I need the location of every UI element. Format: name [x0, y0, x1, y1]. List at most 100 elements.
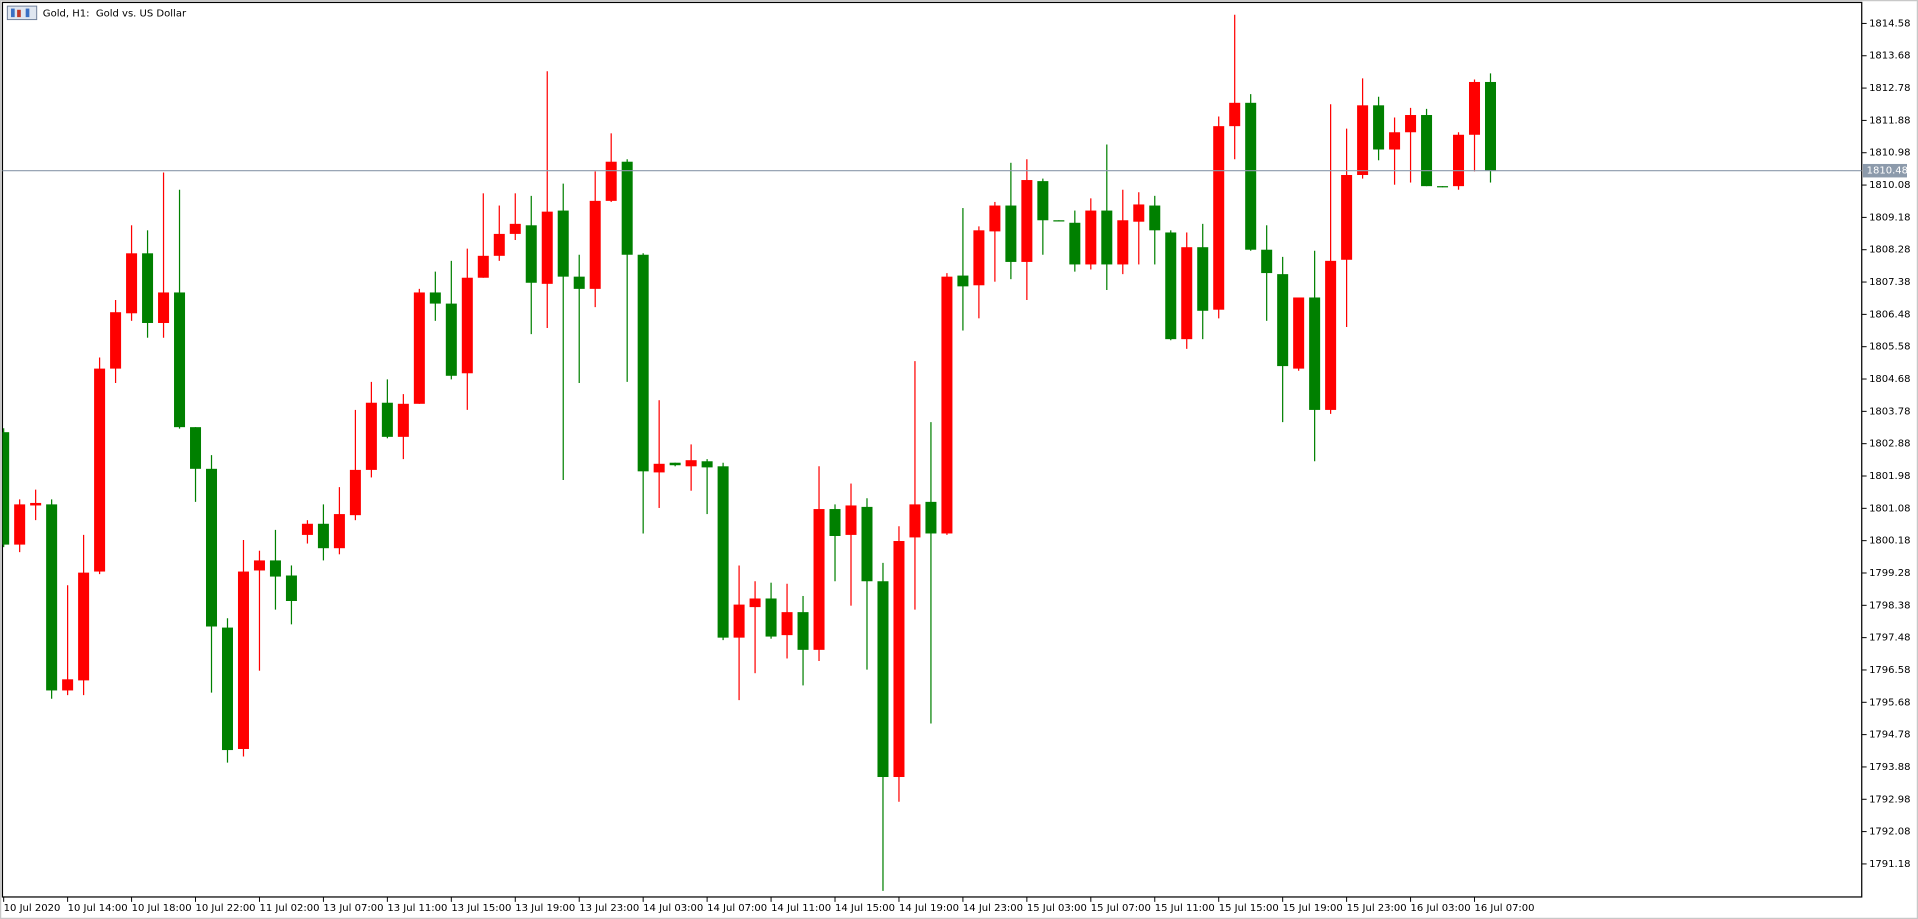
- candle-body: [573, 276, 585, 289]
- y-tick-label: 1794.78: [1869, 730, 1910, 741]
- candle-body: [158, 292, 170, 323]
- y-tick-label: 1800.18: [1869, 536, 1910, 547]
- x-tick-label: 14 Jul 07:00: [707, 903, 767, 914]
- x-tick-label: 10 Jul 2020: [4, 903, 61, 914]
- x-tick-label: 13 Jul 19:00: [515, 903, 575, 914]
- y-tick-label: 1801.98: [1869, 471, 1910, 482]
- candle-body: [349, 469, 361, 516]
- y-tick-label: 1810.08: [1869, 180, 1910, 191]
- candle-body: [381, 402, 393, 437]
- current-price-label: 1810.48: [1867, 166, 1908, 177]
- candle-body: [525, 225, 537, 283]
- y-tick-label: 1793.88: [1869, 762, 1910, 773]
- candle-body: [1373, 105, 1385, 150]
- candle-body: [301, 523, 313, 535]
- candle-body: [1037, 181, 1049, 221]
- candle-body: [877, 581, 889, 778]
- x-tick-label: 15 Jul 15:00: [1219, 903, 1279, 914]
- y-tick-label: 1798.38: [1869, 600, 1910, 611]
- x-tick-label: 16 Jul 07:00: [1475, 903, 1535, 914]
- candle-body: [333, 514, 345, 549]
- candle-body: [973, 230, 985, 286]
- x-tick-label: 16 Jul 03:00: [1411, 903, 1471, 914]
- candle-body: [1261, 249, 1273, 274]
- candle-body: [589, 200, 601, 289]
- y-tick-label: 1811.88: [1869, 115, 1910, 126]
- chart-title: Gold, H1: Gold vs. US Dollar: [43, 8, 187, 19]
- candle-body: [413, 292, 425, 404]
- y-tick-label: 1792.08: [1869, 827, 1910, 838]
- y-tick-label: 1814.58: [1869, 18, 1910, 29]
- x-tick-label: 10 Jul 14:00: [68, 903, 128, 914]
- candle-body: [126, 253, 138, 314]
- candle-body: [477, 255, 489, 278]
- candle-body: [861, 506, 873, 582]
- candle-body: [893, 541, 905, 778]
- candle-body: [509, 223, 521, 234]
- candle-body: [701, 461, 713, 468]
- candle-body: [717, 466, 729, 638]
- candle-body: [621, 161, 633, 255]
- candle-body: [1229, 102, 1241, 127]
- y-tick-label: 1813.68: [1869, 51, 1910, 62]
- candle-body: [174, 292, 186, 428]
- x-tick-label: 10 Jul 22:00: [196, 903, 256, 914]
- y-tick-label: 1792.98: [1869, 794, 1910, 805]
- candle-body: [1293, 297, 1305, 369]
- candle-body: [1421, 115, 1433, 187]
- x-tick-label: 13 Jul 15:00: [451, 903, 511, 914]
- y-tick-label: 1812.78: [1869, 83, 1910, 94]
- x-tick-label: 13 Jul 11:00: [387, 903, 447, 914]
- candle-body: [1341, 175, 1353, 260]
- candle-body: [1277, 274, 1289, 367]
- candle-body: [1117, 220, 1129, 265]
- candle-body: [461, 277, 473, 374]
- candle-body: [1437, 186, 1449, 188]
- x-tick-label: 14 Jul 23:00: [963, 903, 1023, 914]
- chart-icon: [6, 5, 38, 21]
- candle-body: [1133, 204, 1145, 222]
- candle-body: [237, 571, 249, 749]
- candle-body: [1389, 132, 1401, 150]
- candle-body: [541, 211, 553, 284]
- candle-body: [765, 598, 777, 637]
- candle-body: [1469, 81, 1481, 135]
- candle-body: [605, 161, 617, 201]
- candle-body: [62, 679, 74, 691]
- x-tick-label: 14 Jul 15:00: [835, 903, 895, 914]
- candle-body: [1021, 180, 1033, 262]
- y-tick-label: 1803.78: [1869, 406, 1910, 417]
- candle-body: [1453, 134, 1465, 187]
- candle-body: [78, 572, 90, 681]
- x-tick-label: 15 Jul 07:00: [1091, 903, 1151, 914]
- y-tick-label: 1802.88: [1869, 439, 1910, 450]
- y-tick-label: 1807.38: [1869, 277, 1910, 288]
- candle-body: [285, 575, 297, 602]
- candle-body: [269, 560, 281, 577]
- candle-body: [1484, 81, 1497, 171]
- candle-body: [94, 368, 106, 572]
- candle-body: [1069, 222, 1081, 265]
- candle-body: [797, 612, 809, 650]
- y-tick-label: 1795.68: [1869, 697, 1910, 708]
- y-tick-label: 1808.28: [1869, 245, 1910, 256]
- current-price-box: [1862, 163, 1907, 178]
- x-tick-label: 15 Jul 19:00: [1283, 903, 1343, 914]
- candle-body: [1005, 205, 1017, 262]
- candle-body: [253, 560, 265, 571]
- y-tick-label: 1805.58: [1869, 342, 1910, 353]
- candle-body: [845, 505, 857, 535]
- candle-body: [685, 460, 697, 467]
- candle-body: [1405, 115, 1417, 133]
- candle-body: [365, 402, 377, 470]
- candle-body: [46, 504, 58, 691]
- candle-body: [1309, 297, 1321, 410]
- candle-body: [653, 463, 665, 473]
- y-tick-label: 1810.98: [1869, 148, 1910, 159]
- candle-body: [989, 205, 1001, 232]
- candle-body: [1165, 232, 1177, 340]
- x-tick-label: 14 Jul 11:00: [771, 903, 831, 914]
- plot-area: [2, 14, 1497, 891]
- candle-body: [1085, 210, 1097, 265]
